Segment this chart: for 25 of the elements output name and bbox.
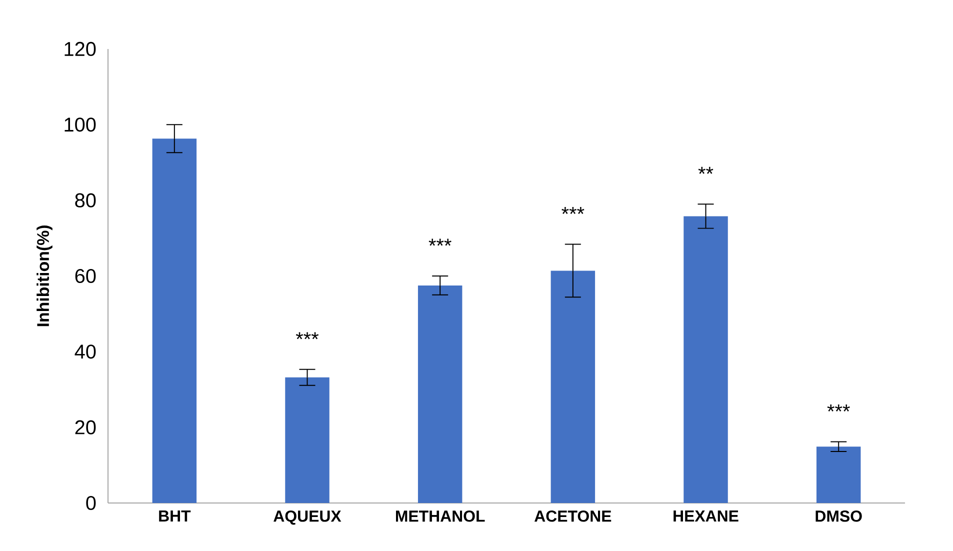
x-tick-label: ACETONE	[534, 510, 612, 522]
bar	[285, 377, 330, 503]
x-tick-label: AQUEUX	[274, 510, 342, 525]
bar	[816, 446, 861, 503]
y-tick-label: 100	[64, 118, 96, 132]
y-tick-label: 40	[74, 344, 96, 359]
x-tick-label: METHANOL	[396, 510, 485, 522]
annotation: **	[698, 166, 714, 174]
y-tick-label: 20	[75, 420, 96, 434]
bar	[152, 138, 197, 503]
annotation: ***	[562, 206, 584, 214]
bar	[550, 270, 596, 503]
annotation: ***	[428, 238, 452, 246]
y-tick-label: 80	[75, 193, 96, 208]
x-tick-label: HEXANE	[674, 510, 738, 522]
y-tick-label: 60	[75, 268, 96, 284]
y-tick-label: 120	[64, 42, 96, 56]
x-tick-label: DMSO	[816, 510, 862, 522]
bar	[418, 285, 462, 503]
annotation: ***	[296, 332, 319, 340]
bar	[684, 216, 728, 503]
y-axis-title: Inhibition(%)	[36, 226, 52, 326]
annotation: ***	[827, 404, 850, 412]
x-tick-label: BHT	[159, 510, 191, 522]
y-tick-label: 0	[86, 496, 96, 510]
